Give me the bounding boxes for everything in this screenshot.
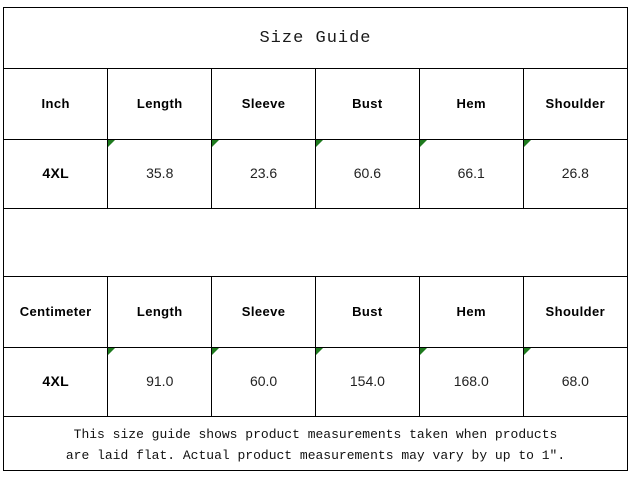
page-title: Size Guide [259,28,372,48]
centimeter-header-row: Centimeter Length Sleeve Bust Hem Should… [4,276,627,348]
centimeter-header-cell-shoulder: Shoulder [522,276,627,348]
inch-value-cell-shoulder: 26.8 [522,139,627,209]
centimeter-header-label-bust: Bust [352,304,383,319]
note-row: This size guide shows product measuremen… [4,416,627,473]
inch-unit-header-label: Inch [41,96,70,111]
inch-value-cell-length: 35.8 [107,139,213,209]
inch-header-label-hem: Hem [456,96,486,111]
centimeter-header-label-length: Length [136,304,183,319]
inch-value-bust: 60.6 [353,165,382,181]
centimeter-value-length: 91.0 [146,373,174,389]
centimeter-value-sleeve: 60.0 [249,373,278,389]
centimeter-header-cell-length: Length [107,276,213,348]
centimeter-header-label-hem: Hem [456,304,486,319]
section-spacer-cell [4,208,627,277]
inch-header-label-sleeve: Sleeve [241,96,286,111]
centimeter-value-cell-bust: 154.0 [314,347,420,417]
inch-header-row: Inch Length Sleeve Bust Hem Shoulder [4,68,627,140]
inch-header-label-bust: Bust [352,96,383,111]
inch-value-sleeve: 23.6 [249,165,278,181]
centimeter-data-row: 4XL 91.0 60.0 154.0 168.0 68.0 [4,347,627,417]
inch-value-cell-hem: 66.1 [418,139,524,209]
centimeter-value-cell-sleeve: 60.0 [211,347,316,417]
title-row: Size Guide [4,8,627,69]
size-guide-note: This size guide shows product measuremen… [4,424,627,466]
centimeter-size-label: 4XL [42,373,69,389]
centimeter-value-cell-shoulder: 68.0 [522,347,627,417]
inch-size-label: 4XL [42,165,69,181]
centimeter-value-cell-length: 91.0 [107,347,213,417]
inch-value-cell-sleeve: 23.6 [211,139,316,209]
centimeter-header-cell-sleeve: Sleeve [211,276,316,348]
centimeter-header-cell-hem: Hem [418,276,524,348]
inch-unit-header-cell: Inch [4,68,109,140]
size-guide-table: Size Guide Inch Length Sleeve Bust Hem S… [4,8,627,473]
centimeter-value-bust: 154.0 [349,373,385,389]
inch-header-label-shoulder: Shoulder [545,96,606,111]
inch-header-cell-hem: Hem [418,68,524,140]
note-cell: This size guide shows product measuremen… [4,416,627,473]
note-line-2: are laid flat. Actual product measuremen… [65,448,566,463]
inch-size-cell: 4XL [4,139,109,209]
section-spacer-row [4,208,627,277]
size-guide-panel: Size Guide Inch Length Sleeve Bust Hem S… [3,7,628,473]
inch-header-cell-shoulder: Shoulder [522,68,627,140]
inch-header-cell-length: Length [107,68,213,140]
inch-data-row: 4XL 35.8 23.6 60.6 66.1 26.8 [4,139,627,209]
centimeter-value-shoulder: 68.0 [561,373,589,389]
inch-value-length: 35.8 [146,165,174,181]
centimeter-unit-header-label: Centimeter [19,304,92,319]
centimeter-header-cell-bust: Bust [314,276,420,348]
note-line-1: This size guide shows product measuremen… [73,427,558,442]
inch-value-cell-bust: 60.6 [314,139,420,209]
inch-value-hem: 66.1 [457,165,485,181]
centimeter-header-label-sleeve: Sleeve [241,304,286,319]
inch-value-shoulder: 26.8 [561,165,589,181]
inch-header-label-length: Length [136,96,183,111]
title-cell: Size Guide [4,8,627,69]
inch-header-cell-sleeve: Sleeve [211,68,316,140]
centimeter-value-cell-hem: 168.0 [418,347,524,417]
centimeter-unit-header-cell: Centimeter [4,276,109,348]
centimeter-value-hem: 168.0 [453,373,489,389]
centimeter-header-label-shoulder: Shoulder [545,304,606,319]
centimeter-size-cell: 4XL [4,347,109,417]
inch-header-cell-bust: Bust [314,68,420,140]
